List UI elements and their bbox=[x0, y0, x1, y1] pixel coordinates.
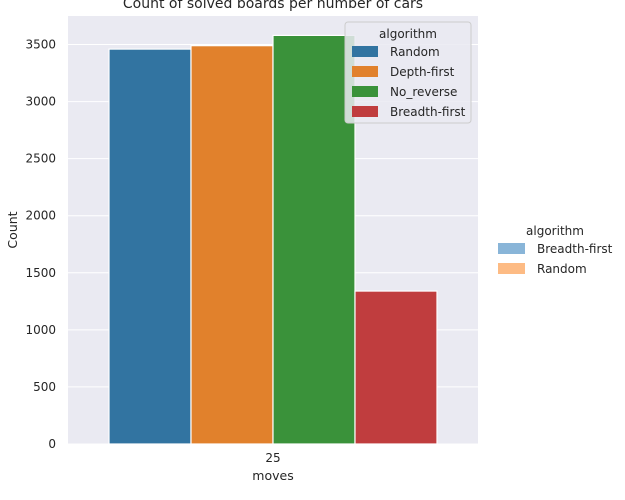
bar-depth-first bbox=[190, 45, 274, 445]
outer-legend-label: Breadth-first bbox=[537, 242, 613, 256]
inner-legend: algorithm Random Depth-first No_reverse Bre… bbox=[344, 21, 472, 124]
outer-legend-swatch bbox=[498, 243, 525, 254]
bar-random bbox=[108, 48, 192, 445]
inner-legend-label: Depth-first bbox=[390, 65, 455, 79]
inner-legend-swatch bbox=[352, 86, 378, 97]
y-tick-labels: 0 500 1000 1500 2000 2500 3000 3500 bbox=[25, 38, 56, 451]
x-tick-label: 25 bbox=[265, 451, 280, 465]
inner-legend-label: Breadth-first bbox=[390, 105, 466, 119]
inner-legend-swatch bbox=[352, 46, 378, 57]
outer-legend: algorithm Breadth-first Random bbox=[498, 224, 613, 276]
y-tick-label: 3000 bbox=[25, 95, 56, 109]
inner-legend-label: No_reverse bbox=[390, 85, 457, 99]
chart-title: Count of solved boards per number of car… bbox=[123, 0, 423, 12]
y-tick-label: 2500 bbox=[25, 152, 56, 166]
y-tick-label: 2000 bbox=[25, 209, 56, 223]
inner-legend-swatch bbox=[352, 106, 378, 117]
x-tick-labels: 25 bbox=[265, 451, 280, 465]
inner-legend-title: algorithm bbox=[379, 27, 437, 41]
y-tick-label: 3500 bbox=[25, 38, 56, 52]
outer-legend-swatch bbox=[498, 263, 525, 274]
outer-legend-label: Random bbox=[537, 262, 587, 276]
y-tick-label: 0 bbox=[48, 437, 56, 451]
x-axis-label: moves bbox=[252, 468, 293, 483]
outer-legend-title: algorithm bbox=[526, 224, 584, 238]
y-tick-label: 500 bbox=[33, 380, 56, 394]
inner-legend-swatch bbox=[352, 66, 378, 77]
y-tick-label: 1500 bbox=[25, 266, 56, 280]
y-tick-label: 1000 bbox=[25, 323, 56, 337]
y-axis-label: Count bbox=[5, 211, 20, 248]
inner-legend-label: Random bbox=[390, 45, 440, 59]
bar-no-reverse bbox=[272, 34, 356, 445]
bar-breadth-first bbox=[354, 290, 438, 445]
bars bbox=[108, 34, 438, 445]
